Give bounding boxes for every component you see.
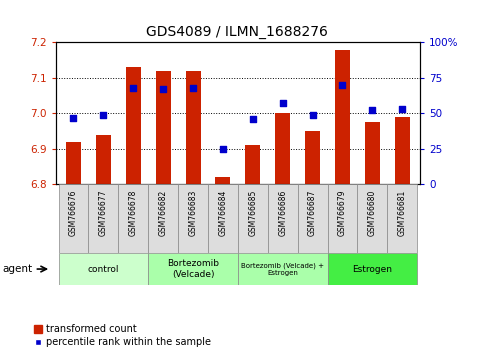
Point [159, 86, 167, 92]
Bar [126, 67, 141, 184]
Legend: transformed count, percentile rank within the sample: transformed count, percentile rank withi… [34, 325, 212, 347]
Bar [118, 184, 148, 253]
Bar [238, 253, 327, 285]
Text: GSM766682: GSM766682 [158, 190, 168, 236]
Bar [156, 71, 170, 184]
Text: GSM766676: GSM766676 [69, 190, 78, 236]
Bar [88, 184, 118, 253]
Bar [96, 135, 111, 184]
Bar [357, 184, 387, 253]
Text: Bortezomib (Velcade) +
Estrogen: Bortezomib (Velcade) + Estrogen [241, 262, 324, 276]
Bar [185, 71, 200, 184]
Text: GDS4089 / ILMN_1688276: GDS4089 / ILMN_1688276 [146, 25, 327, 39]
Point [189, 85, 197, 91]
Bar [275, 113, 290, 184]
Bar [148, 184, 178, 253]
Point [129, 85, 137, 91]
Text: GSM766684: GSM766684 [218, 190, 227, 236]
Point [99, 112, 107, 118]
Point [309, 112, 316, 118]
Bar [148, 253, 238, 285]
Point [249, 116, 256, 122]
Point [398, 106, 406, 112]
Bar [58, 184, 88, 253]
Bar [178, 184, 208, 253]
Text: GSM766677: GSM766677 [99, 190, 108, 236]
Bar [335, 50, 350, 184]
Text: GSM766687: GSM766687 [308, 190, 317, 236]
Bar [395, 117, 410, 184]
Point [339, 82, 346, 88]
Point [279, 101, 286, 106]
Bar [66, 142, 81, 184]
Bar [298, 184, 327, 253]
Text: control: control [87, 264, 119, 274]
Bar [245, 145, 260, 184]
Bar [58, 253, 148, 285]
Bar [327, 184, 357, 253]
Text: Bortezomib
(Velcade): Bortezomib (Velcade) [167, 259, 219, 279]
Point [70, 115, 77, 120]
Text: GSM766683: GSM766683 [188, 190, 198, 236]
Text: GSM766680: GSM766680 [368, 190, 377, 236]
Point [219, 146, 227, 152]
Text: GSM766678: GSM766678 [129, 190, 138, 236]
Text: agent: agent [2, 264, 32, 274]
Bar [238, 184, 268, 253]
Text: Estrogen: Estrogen [353, 264, 392, 274]
Text: GSM766685: GSM766685 [248, 190, 257, 236]
Bar [387, 184, 417, 253]
Bar [305, 131, 320, 184]
Text: GSM766681: GSM766681 [398, 190, 407, 236]
Text: GSM766679: GSM766679 [338, 190, 347, 236]
Text: GSM766686: GSM766686 [278, 190, 287, 236]
Bar [215, 177, 230, 184]
Point [369, 108, 376, 113]
Bar [268, 184, 298, 253]
Bar [208, 184, 238, 253]
Bar [365, 122, 380, 184]
Bar [327, 253, 417, 285]
